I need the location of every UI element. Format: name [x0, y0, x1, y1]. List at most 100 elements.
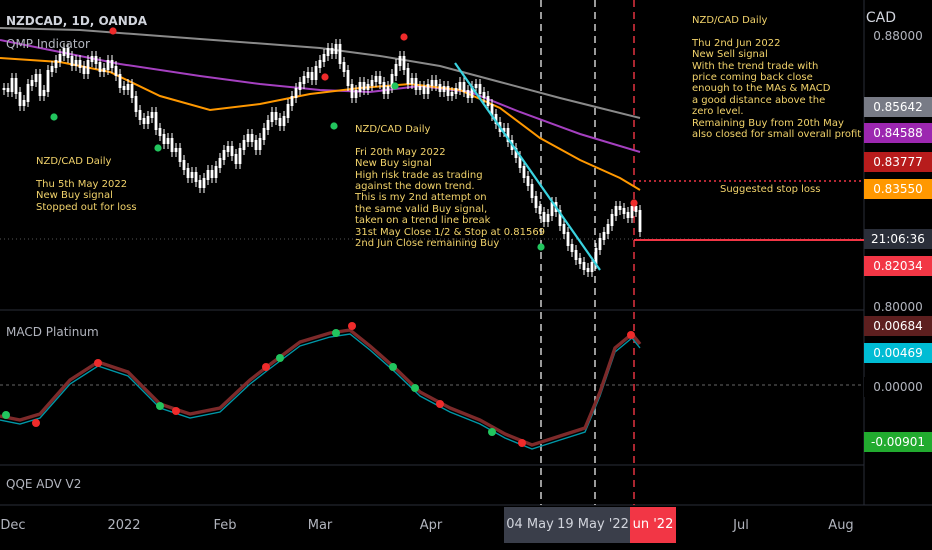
- annotation-note-may5[interactable]: NZD/CAD Daily Thu 5th May 2022 New Buy s…: [36, 156, 137, 213]
- candle-body: [614, 206, 618, 216]
- time-highlight-jun02: un '22: [630, 507, 676, 543]
- candle-body: [518, 156, 522, 168]
- candle-body: [426, 84, 430, 94]
- candle-body: [74, 60, 78, 66]
- candle-body: [354, 90, 358, 98]
- candle-body: [178, 148, 182, 162]
- symbol-title[interactable]: NZDCAD, 1D, OANDA: [6, 14, 147, 28]
- candle-body: [90, 56, 94, 62]
- candle-body: [394, 64, 398, 76]
- macd-bull-cross-dot: [156, 402, 164, 410]
- candle-body: [410, 78, 414, 84]
- price-axis-bottom-value: 0.80000: [873, 300, 923, 314]
- candle-body: [382, 82, 386, 94]
- candle-body: [314, 66, 318, 80]
- sell-signal-dot: [630, 199, 638, 207]
- sell-signal-dot: [321, 73, 329, 81]
- candle-body: [270, 112, 274, 122]
- candle-body: [494, 114, 498, 124]
- candle-body: [454, 88, 458, 94]
- candle-body: [190, 172, 194, 178]
- candle-body: [322, 54, 326, 62]
- ma-gray-line: [0, 27, 641, 119]
- candle-body: [402, 56, 406, 70]
- annotation-note-may20[interactable]: NZD/CAD Daily Fri 20th May 2022 New Buy …: [355, 124, 546, 250]
- candle-body: [342, 62, 346, 72]
- candle-body: [602, 232, 606, 240]
- crosshair-time-tag: 21:06:36: [864, 229, 932, 249]
- candle-body: [242, 140, 246, 150]
- candle-body: [594, 248, 598, 264]
- macd-line: [0, 333, 641, 450]
- candle-body: [550, 202, 554, 216]
- candle-body: [378, 76, 382, 84]
- price-tag-ema-red: 0.83777: [864, 152, 932, 172]
- candle-body: [466, 90, 470, 98]
- macd-bear-cross-dot: [436, 400, 444, 408]
- price-tag-ema-purple: 0.84588: [864, 123, 932, 143]
- candle-body: [478, 84, 482, 94]
- candle-body: [346, 70, 350, 86]
- candle-body: [306, 72, 310, 78]
- last-price-tag: 0.82034: [864, 256, 932, 276]
- candle-body: [194, 172, 198, 182]
- qqe-pane-label[interactable]: QQE ADV V2: [6, 477, 82, 491]
- macd-bull-cross-dot: [389, 363, 397, 371]
- price-axis-top-value: 0.88000: [873, 29, 923, 43]
- candle-body: [586, 268, 590, 272]
- candle-body: [558, 210, 562, 226]
- buy-signal-dot: [50, 113, 58, 121]
- buy-signal-dot: [391, 82, 399, 90]
- candle-body: [522, 166, 526, 178]
- candle-body: [78, 60, 82, 68]
- macd-bear-cross-dot: [627, 331, 635, 339]
- candle-body: [110, 60, 114, 68]
- candle-body: [98, 62, 102, 72]
- candle-body: [138, 110, 142, 120]
- candle-body: [146, 116, 150, 124]
- candle-body: [38, 74, 42, 96]
- candle-body: [22, 100, 26, 106]
- annotation-note-jun2[interactable]: NZD/CAD Daily Thu 2nd Jun 2022 New Sell …: [692, 15, 862, 141]
- trendline: [454, 62, 601, 271]
- candle-body: [386, 86, 390, 94]
- candle-body: [82, 66, 86, 74]
- candle-body: [18, 92, 22, 106]
- candle-body: [626, 212, 630, 218]
- candle-body: [334, 44, 338, 54]
- candle-body: [10, 78, 14, 92]
- candle-body: [338, 44, 342, 64]
- candle-body: [606, 224, 610, 234]
- candle-body: [174, 148, 178, 152]
- macd-pane-label[interactable]: MACD Platinum: [6, 325, 99, 339]
- buy-signal-dot: [537, 243, 545, 251]
- time-highlight-may04: 04 May: [504, 507, 556, 543]
- macd-signal-line: [0, 328, 642, 447]
- stop-loss-label[interactable]: Suggested stop loss: [720, 184, 821, 195]
- qmp-indicator-label[interactable]: QMP Indicator: [6, 37, 90, 51]
- macd-bull-cross-dot: [276, 354, 284, 362]
- candle-body: [370, 80, 374, 86]
- candle-body: [546, 214, 550, 222]
- candle-body: [258, 138, 262, 150]
- time-label-jul: Jul: [733, 518, 749, 533]
- candle-body: [434, 80, 438, 86]
- candle-body: [70, 56, 74, 66]
- candle-body: [310, 72, 314, 80]
- candle-body: [166, 138, 170, 144]
- candle-body: [186, 168, 190, 178]
- candle-body: [398, 56, 402, 66]
- candle-body: [562, 224, 566, 234]
- candle-body: [298, 82, 302, 90]
- candle-body: [126, 84, 130, 90]
- candle-body: [414, 78, 418, 90]
- candle-body: [470, 86, 474, 98]
- candle-body: [590, 262, 594, 272]
- candle-body: [450, 92, 454, 96]
- candle-body: [442, 86, 446, 92]
- candle-body: [14, 78, 18, 94]
- candle-body: [330, 48, 334, 54]
- candle-body: [390, 74, 394, 88]
- candle-body: [618, 206, 622, 210]
